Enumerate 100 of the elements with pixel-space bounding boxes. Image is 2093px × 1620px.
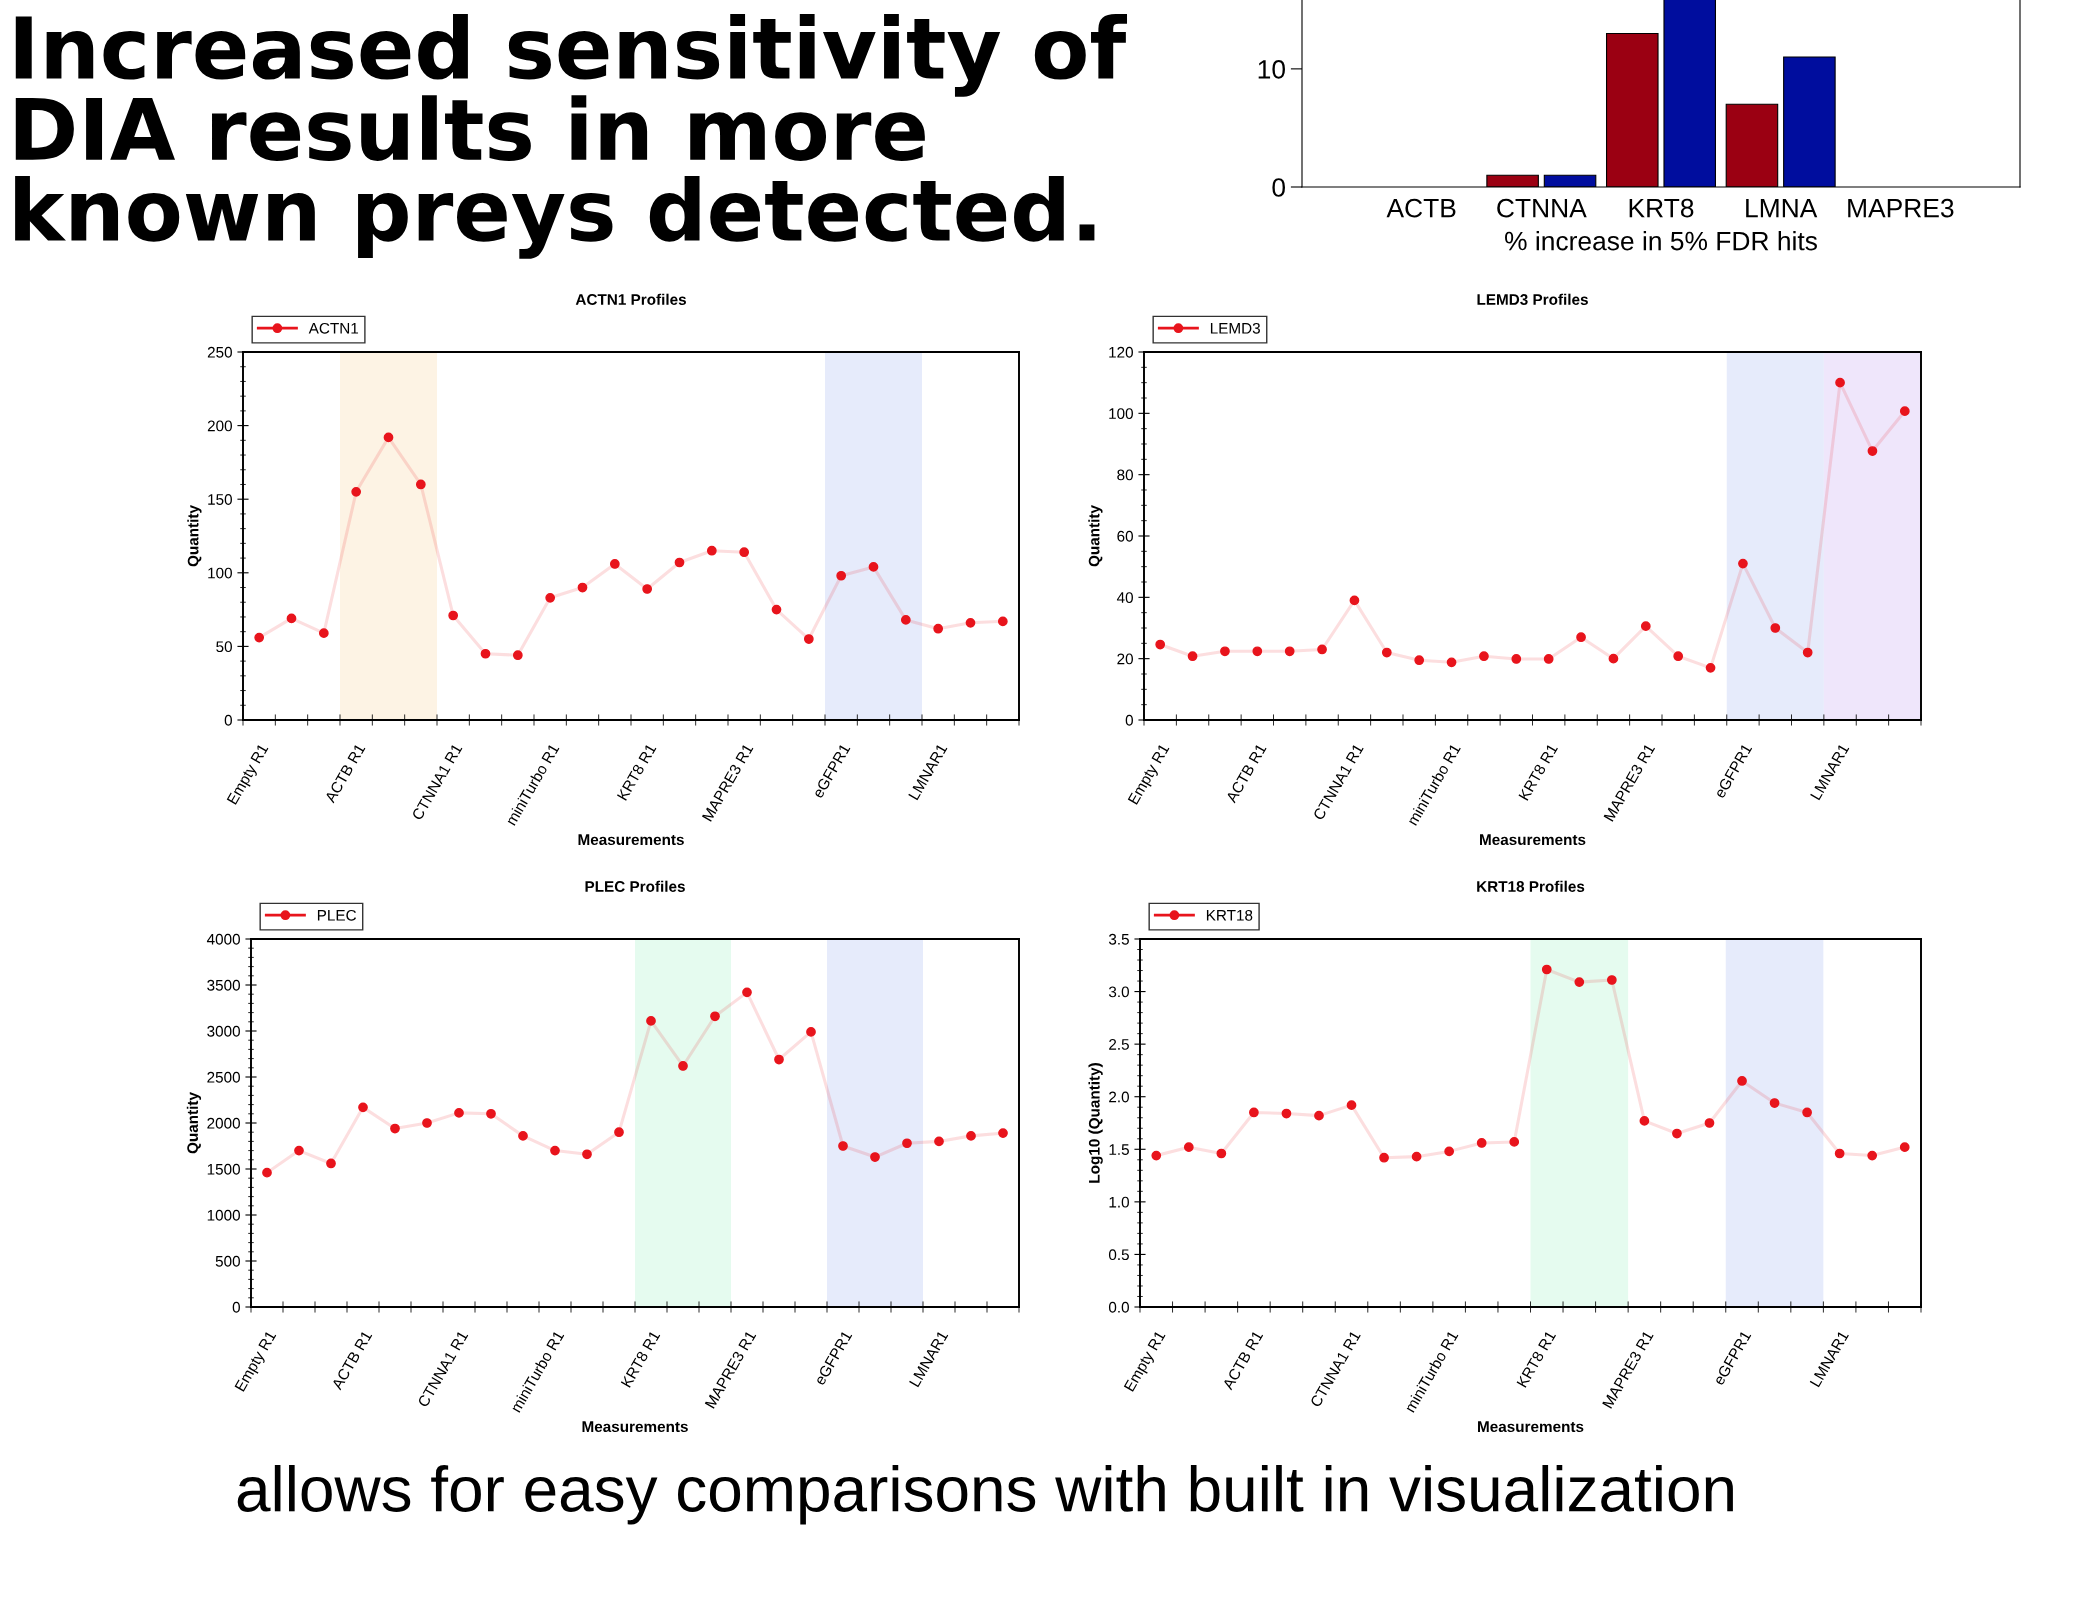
point [1705,663,1716,673]
point [1802,1107,1812,1118]
point [1411,1151,1422,1162]
point [422,1118,432,1128]
y-tick-label: 2500 [207,1071,240,1083]
legend-label: PLEC [317,909,357,921]
y-tick-label: 150 [208,494,232,505]
point [1867,1150,1878,1161]
point [1509,1137,1520,1147]
y-tick-label: 3500 [207,979,240,991]
y-tick-label: 0 [232,1301,240,1313]
y-tick-label: 2.5 [1109,1039,1129,1050]
point [642,584,653,594]
point [1151,1150,1162,1161]
point [545,592,556,603]
point [1349,595,1360,606]
y-tick-label: 0.0 [1108,1301,1129,1313]
point [1802,647,1813,658]
point [774,1054,784,1065]
point [1183,1142,1194,1153]
x-axis-title: Measurements [1478,1421,1584,1433]
y-tick-label: 500 [215,1255,240,1267]
point [934,1136,944,1147]
y-tick-label: 120 [1109,346,1133,358]
point [550,1145,560,1156]
point [1252,646,1263,657]
point [1673,651,1684,662]
y-tick-label: 1.5 [1109,1144,1129,1155]
chart-title: KRT18 Profiles [1477,880,1585,892]
point [609,559,620,569]
point [1770,623,1781,633]
point [1672,1128,1682,1139]
point [454,1108,464,1118]
point [806,1027,816,1037]
point [710,1011,720,1022]
point [997,616,1008,627]
point [902,1138,912,1149]
point [351,486,362,497]
point [448,610,459,621]
point [1346,1100,1357,1110]
point [1379,1152,1389,1163]
point [868,562,879,572]
y-tick-label: 40 [1116,592,1133,604]
y-tick-label: 0 [224,714,232,726]
point [1381,647,1392,658]
chart-title: ACTN1 Profiles [575,293,686,305]
point [1543,654,1554,664]
point [1479,651,1489,662]
y-tick-label: 200 [207,420,232,432]
x-tick-label: MAPRE3 [1848,198,1954,218]
point [480,648,491,659]
y-tick-label: 20 [1117,653,1133,665]
point [383,432,394,443]
y-tick-label: 1500 [207,1163,240,1175]
point [803,634,814,644]
point [415,479,426,490]
point [1314,1110,1324,1121]
x-axis-title: Measurements [1480,834,1586,846]
point [1414,655,1425,666]
point [933,623,944,634]
point [1187,651,1198,662]
y-tick-label: 3000 [207,1025,240,1037]
point [706,545,717,556]
point [518,1131,528,1141]
point [1835,377,1845,388]
y-axis-title: Quantity [186,1092,202,1154]
point [1769,1098,1780,1108]
x-tick-label: CTNNA [1497,198,1587,218]
point [742,987,752,998]
point [1737,1076,1747,1086]
point [771,604,782,615]
point [486,1108,496,1119]
point [1155,639,1166,650]
x-axis-title: Measurements [578,834,684,846]
point [254,632,265,643]
point [1738,558,1748,569]
x-tick-label: LMNA [1746,199,1818,218]
point [614,1127,624,1138]
text: allows for easy comparisons with built in visualization [237,1465,1733,1525]
point [1476,1138,1487,1148]
y-tick-label: 250 [207,346,232,358]
point [998,1128,1008,1138]
x-axis-title: % increase in 5% FDR hits [1505,231,1817,251]
point [1574,977,1585,987]
point [1281,1108,1292,1119]
legend-label: ACTN1 [308,322,359,334]
y-tick-label: 2.0 [1109,1091,1129,1103]
point [318,628,329,639]
point [1284,646,1295,657]
y-tick-label: 80 [1117,469,1133,481]
point [674,557,685,568]
point [1249,1107,1259,1118]
point [1899,406,1910,417]
y-tick-label: 100 [1109,408,1133,420]
point [326,1158,336,1169]
point [1834,1148,1845,1159]
point [286,613,297,624]
chart-title: LEMD3 Profiles [1477,293,1588,305]
point [1639,1116,1650,1126]
y-tick-label: 0 [1272,178,1285,197]
